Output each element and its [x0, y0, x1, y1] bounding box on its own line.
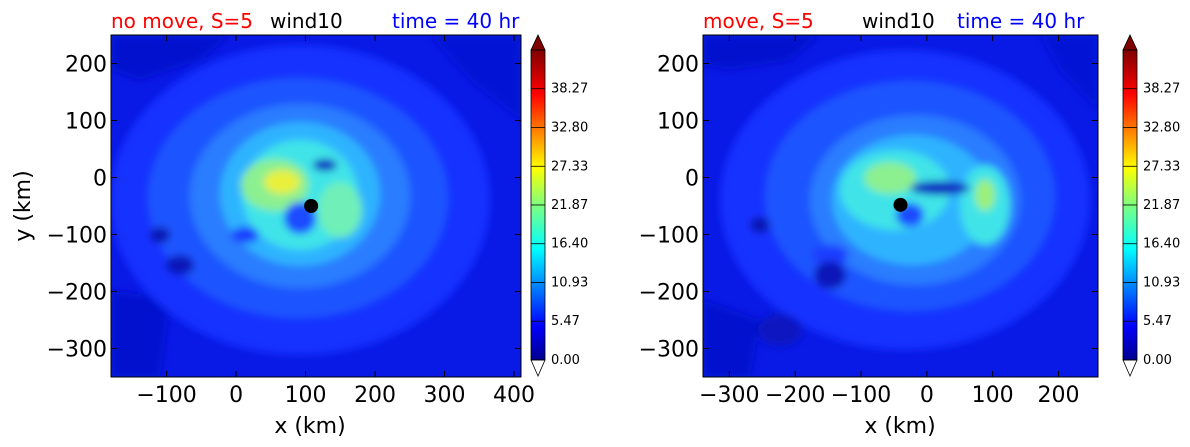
panel-move: move, S=5 wind10 time = 40 hr [639, 9, 1181, 439]
colorbar-tick-label: 5.47 [1143, 314, 1172, 329]
x-axis-label-right: x (km) [864, 414, 935, 439]
x-axis-ticks-left: −100 0 100 200 300 400 [136, 35, 535, 408]
colorbar-min-extend-right [1122, 359, 1138, 377]
storm-center-marker-right [893, 197, 908, 212]
y-tick-label: 100 [657, 110, 699, 135]
x-tick-label: −100 [831, 383, 891, 408]
colorbar-tick-label: 21.87 [1143, 198, 1180, 213]
title-right: time = 40 hr [957, 9, 1085, 33]
x-tick-label: 400 [493, 383, 535, 408]
colorbar-tick-label: 27.33 [1143, 159, 1180, 174]
x-tick-label: −200 [765, 383, 825, 408]
y-tick-label: −300 [47, 338, 107, 363]
y-axis-ticks-left: 200 100 0 −100 −200 −300 [47, 53, 521, 363]
x-tick-label: −100 [136, 383, 196, 408]
x-tick-label: 0 [920, 383, 934, 408]
colorbar-left: 0.00 5.47 10.93 16.40 21.87 27.33 32.80 38.27 [530, 34, 588, 377]
y-tick-label: −200 [639, 281, 699, 306]
x-axis-label-left: x (km) [274, 414, 345, 439]
y-tick-label: 100 [65, 110, 107, 135]
y-tick-label: 200 [657, 53, 699, 78]
colorbar-min-extend-left [530, 359, 546, 377]
y-tick-label: −300 [639, 338, 699, 363]
colorbar-tick-label: 10.93 [551, 276, 588, 291]
panel-no-move: no move, S=5 wind10 time = 40 hr [11, 9, 588, 439]
colorbar-tick-label: 32.80 [551, 120, 588, 135]
x-tick-label: 100 [285, 383, 327, 408]
colorbar-tick-label: 27.33 [551, 159, 588, 174]
colorbar-tick-label: 38.27 [551, 82, 588, 97]
y-tick-label: 200 [65, 53, 107, 78]
x-tick-label: 200 [354, 383, 396, 408]
y-tick-label: 0 [93, 167, 107, 192]
x-tick-label: 0 [229, 383, 243, 408]
storm-center-marker-left [304, 199, 319, 213]
colorbar-max-extend-left [530, 34, 546, 51]
title-left: move, S=5 [703, 9, 814, 33]
x-tick-label: −300 [699, 383, 759, 408]
colorbar-right: 0.00 5.47 10.93 16.40 21.87 27.33 32.80 38.27 [1122, 34, 1180, 377]
y-tick-label: −100 [639, 224, 699, 249]
x-tick-label: 300 [424, 383, 466, 408]
y-tick-label: 0 [685, 167, 699, 192]
x-axis-ticks-right: −300 −200 −100 0 100 200 [699, 35, 1080, 408]
title-right: time = 40 hr [392, 9, 520, 33]
colorbar-tick-label: 0.00 [1143, 353, 1172, 368]
colorbar-tick-label: 21.87 [551, 198, 588, 213]
y-axis-ticks-right: 200 100 0 −100 −200 −300 [639, 53, 1098, 363]
colorbar-tick-label: 10.93 [1143, 276, 1180, 291]
y-tick-label: −200 [47, 281, 107, 306]
x-tick-label: 100 [972, 383, 1014, 408]
x-tick-label: 200 [1038, 383, 1080, 408]
title-left: no move, S=5 [111, 9, 253, 33]
title-center: wind10 [862, 9, 935, 33]
axes-frame-right [702, 34, 1099, 378]
y-tick-label: −100 [47, 224, 107, 249]
colorbar-tick-label: 38.27 [1143, 82, 1180, 97]
colorbar-tick-label: 32.80 [1143, 120, 1180, 135]
colorbar-tick-label: 0.00 [551, 353, 580, 368]
title-center: wind10 [270, 9, 343, 33]
colorbar-tick-label: 5.47 [551, 314, 580, 329]
colorbar-max-extend-right [1122, 34, 1138, 51]
colorbar-tick-label: 16.40 [1143, 237, 1180, 252]
wind-field-left [111, 35, 521, 377]
y-axis-label: y (km) [11, 170, 36, 241]
colorbar-tick-label: 16.40 [551, 237, 588, 252]
axes-frame-left [110, 34, 522, 378]
